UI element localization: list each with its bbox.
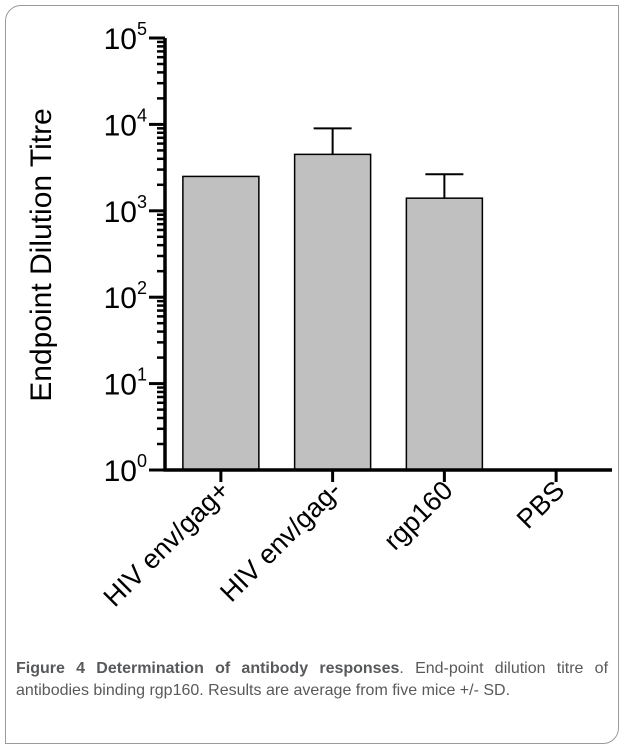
bar-2 (405, 197, 484, 471)
bar-0 (182, 175, 260, 471)
bar-1 (293, 153, 372, 471)
figure-title: Determination of antibody responses (96, 660, 400, 677)
x-tick-label-2: rgp160 (378, 475, 459, 556)
y-tick-label-0: 100 (104, 451, 147, 488)
y-tick-label-1: 101 (104, 365, 147, 402)
figure-label: Figure 4 (16, 660, 86, 677)
y-tick-label-4: 104 (104, 105, 147, 142)
bar-chart: Endpoint Dilution Titre 100 101 102 103 104 1… (25, 19, 612, 612)
x-tick-label-1: HIV env/gag- (214, 475, 347, 608)
figure-caption-text: . End-point dilution titre of antibodies… (16, 660, 609, 699)
y-tick-label-3: 103 (104, 192, 147, 229)
figure-caption: Figure 4 Determination of antibody respo… (16, 658, 608, 702)
y-tick-label-5: 105 (104, 19, 147, 56)
x-tick-label-3: PBS (511, 475, 570, 534)
x-tick-label-0: HIV env/gag+ (98, 475, 235, 612)
error-bar-2 (425, 173, 464, 199)
y-tick-label-2: 102 (104, 278, 147, 315)
y-axis-label: Endpoint Dilution Titre (25, 108, 58, 402)
error-bar-1 (313, 127, 352, 155)
